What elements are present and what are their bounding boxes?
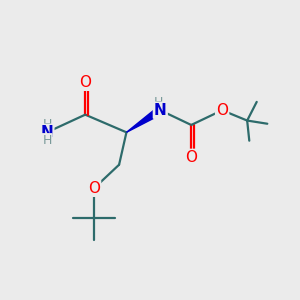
Text: H: H	[42, 118, 52, 131]
Text: O: O	[216, 103, 228, 118]
Text: H: H	[42, 134, 52, 147]
Text: N: N	[40, 125, 53, 140]
Text: O: O	[88, 181, 100, 196]
Text: O: O	[79, 75, 91, 90]
Text: N: N	[154, 103, 167, 118]
Text: H: H	[154, 95, 164, 109]
Text: O: O	[185, 150, 197, 165]
Polygon shape	[126, 107, 163, 132]
